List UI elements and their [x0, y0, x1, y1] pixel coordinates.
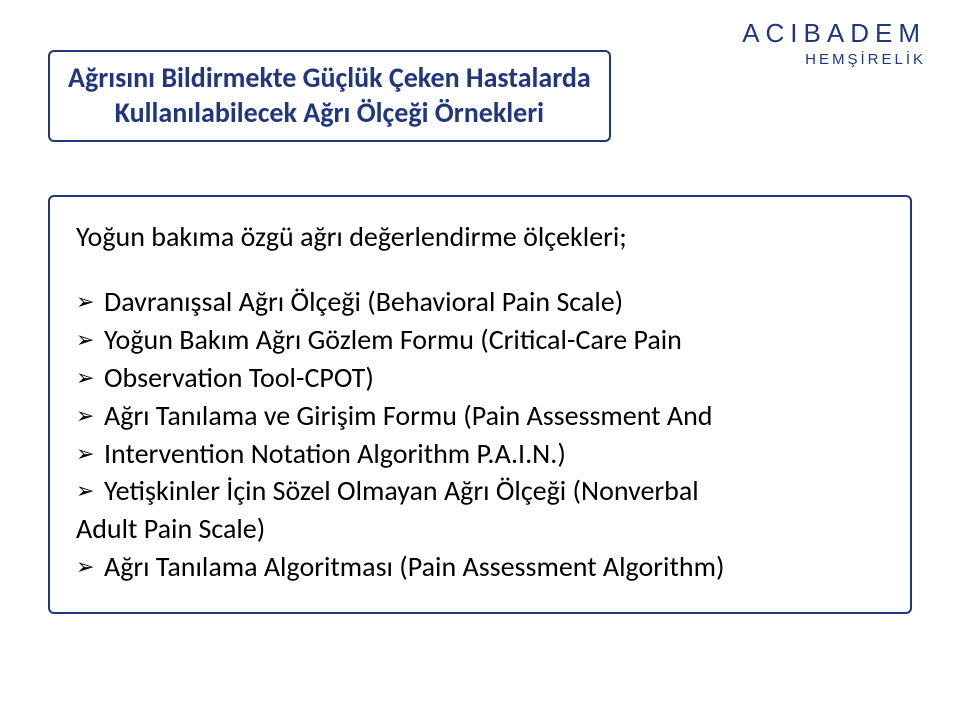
list-item-text: Observation Tool-CPOT): [104, 359, 884, 397]
list-item: ➢ Ağrı Tanılama ve Girişim Formu (Pain A…: [76, 397, 884, 435]
list-item: ➢ Intervention Notation Algorithm P.A.I.…: [76, 435, 884, 473]
brand-logo-sub: HEMŞİRELİK: [742, 51, 926, 68]
chevron-right-icon: ➢: [76, 321, 104, 357]
list-item: ➢ Ağrı Tanılama Algoritması (Pain Assess…: [76, 548, 884, 586]
slide-title-line2: Kullanılabilecek Ağrı Ölçeği Örnekleri: [68, 95, 591, 130]
list-item-continuation: Adult Pain Scale): [76, 510, 884, 548]
chevron-right-icon: ➢: [76, 435, 104, 471]
chevron-right-icon: ➢: [76, 472, 104, 508]
list-item-text: Davranışsal Ağrı Ölçeği (Behavioral Pain…: [104, 283, 884, 321]
content-box: Yoğun bakıma özgü ağrı değerlendirme ölç…: [48, 195, 912, 614]
brand-logo: ACIBADEM HEMŞİRELİK: [742, 18, 926, 68]
list-item-text: Ağrı Tanılama Algoritması (Pain Assessme…: [104, 548, 884, 586]
list-item: ➢ Davranışsal Ağrı Ölçeği (Behavioral Pa…: [76, 283, 884, 321]
chevron-right-icon: ➢: [76, 397, 104, 433]
chevron-right-icon: ➢: [76, 283, 104, 319]
slide-title-box: Ağrısını Bildirmekte Güçlük Çeken Hastal…: [48, 50, 611, 142]
list-item: ➢ Observation Tool-CPOT): [76, 359, 884, 397]
list-item-text: Yoğun Bakım Ağrı Gözlem Formu (Critical-…: [104, 321, 884, 359]
chevron-right-icon: ➢: [76, 548, 104, 584]
slide-title-line1: Ağrısını Bildirmekte Güçlük Çeken Hastal…: [68, 60, 591, 95]
chevron-right-icon: ➢: [76, 359, 104, 395]
list-item: ➢ Yetişkinler İçin Sözel Olmayan Ağrı Öl…: [76, 472, 884, 510]
list-item-text: Ağrı Tanılama ve Girişim Formu (Pain Ass…: [104, 397, 884, 435]
content-intro: Yoğun bakıma özgü ağrı değerlendirme ölç…: [76, 219, 884, 255]
list-item: ➢ Yoğun Bakım Ağrı Gözlem Formu (Critica…: [76, 321, 884, 359]
list-item-text: Yetişkinler İçin Sözel Olmayan Ağrı Ölçe…: [104, 472, 884, 510]
list-item-text: Intervention Notation Algorithm P.A.I.N.…: [104, 435, 884, 473]
brand-logo-main: ACIBADEM: [742, 18, 926, 49]
